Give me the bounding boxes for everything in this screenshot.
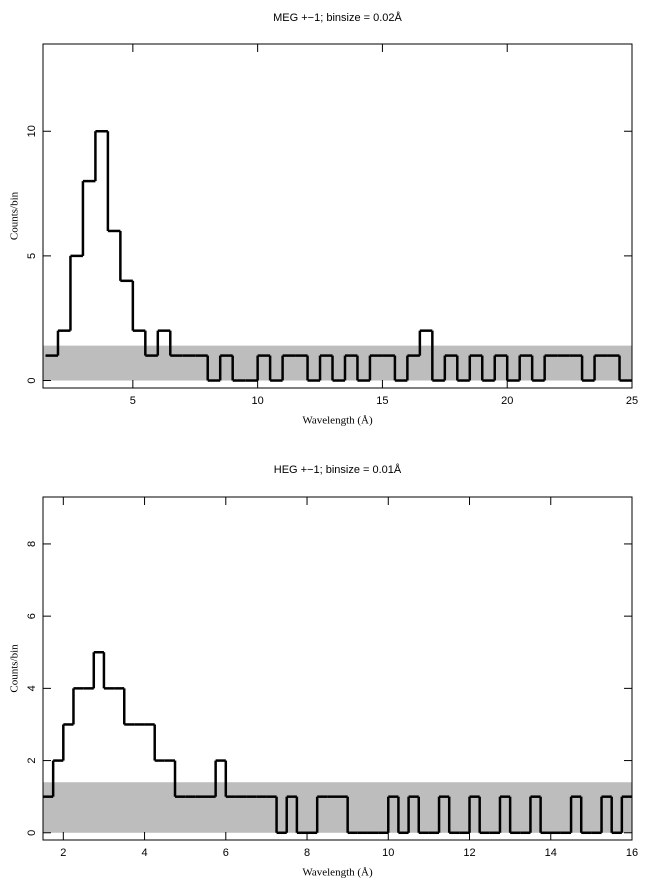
x-tick-label: 16 [626, 847, 638, 859]
x-tick-label: 5 [130, 395, 136, 407]
background-band [43, 782, 632, 833]
y-axis-label: Counts/bin [9, 191, 21, 240]
y-tick-label: 0 [26, 377, 38, 383]
y-tick-label: 2 [26, 758, 38, 764]
plot-frame [42, 43, 633, 389]
x-tick-label: 10 [382, 847, 394, 859]
x-tick-label: 8 [304, 847, 310, 859]
y-tick-label: 0 [26, 830, 38, 836]
x-tick-label: 6 [223, 847, 229, 859]
x-tick-label: 14 [545, 847, 557, 859]
chart-title: HEG +−1; binsize = 0.01Å [274, 463, 402, 476]
x-axis-label: Wavelength (Å) [302, 867, 373, 879]
x-axis-label: Wavelength (Å) [302, 415, 373, 427]
y-tick-label: 6 [26, 613, 38, 619]
y-axis-label: Counts/bin [9, 644, 21, 693]
y-tick-label: 8 [26, 541, 38, 547]
y-tick-label: 4 [26, 685, 38, 691]
x-tick-label: 15 [376, 395, 388, 407]
x-tick-label: 12 [463, 847, 475, 859]
x-tick-label: 20 [501, 395, 513, 407]
x-tick-label: 10 [252, 395, 264, 407]
y-tick-label: 5 [26, 253, 38, 259]
plot-frame [42, 496, 633, 841]
x-tick-label: 25 [626, 395, 638, 407]
chart-title: MEG +−1; binsize = 0.02Å [273, 11, 402, 24]
x-tick-label: 2 [60, 847, 66, 859]
y-tick-label: 10 [26, 125, 38, 137]
background-band [43, 345, 632, 381]
x-tick-label: 4 [141, 847, 147, 859]
